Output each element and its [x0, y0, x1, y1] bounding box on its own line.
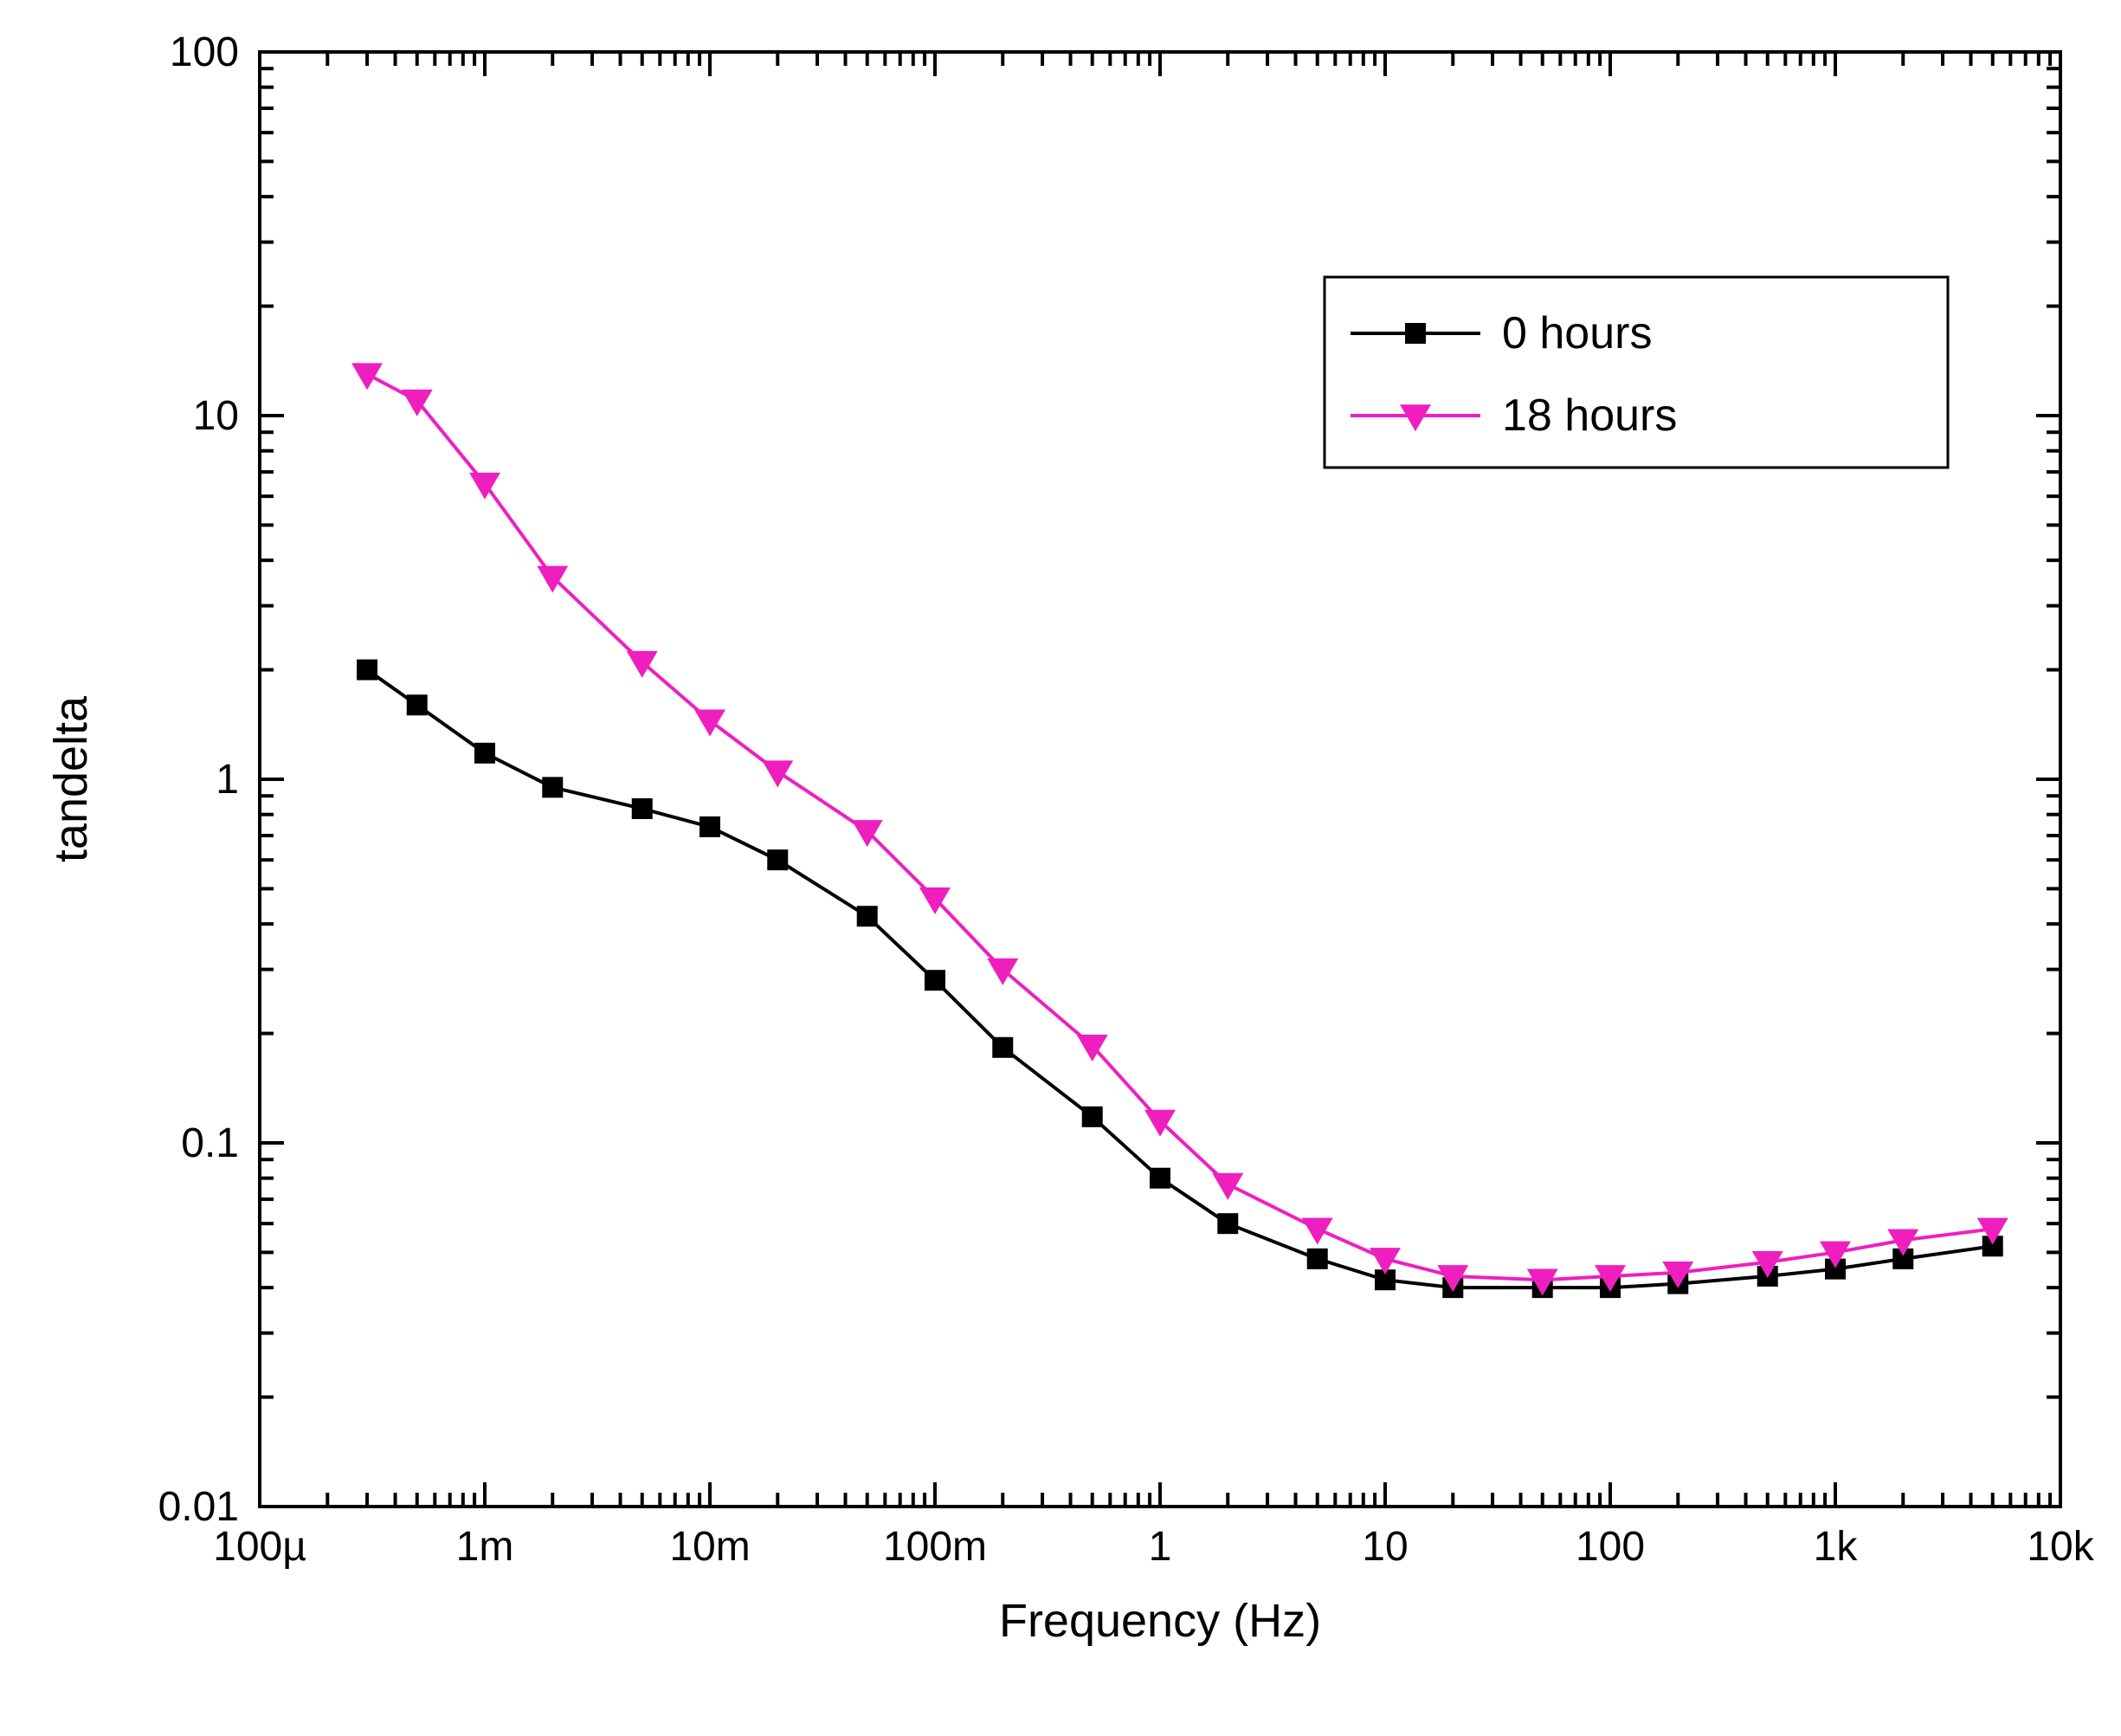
x-tick-label: 1k: [1814, 1524, 1859, 1570]
x-tick-label: 100µ: [213, 1524, 306, 1570]
x-tick-label: 10k: [2027, 1524, 2094, 1570]
x-tick-label: 100m: [883, 1524, 987, 1570]
y-axis-label: tandelta: [45, 695, 97, 862]
x-tick-label: 1: [1149, 1524, 1172, 1570]
x-axis-label: Frequency (Hz): [999, 1595, 1321, 1647]
legend: 0 hours 18 hours: [1325, 277, 1948, 468]
x-tick-label: 100: [1576, 1524, 1645, 1570]
legend-item-label: 0 hours: [1502, 308, 1652, 358]
y-tick-label: 0.1: [181, 1120, 239, 1166]
x-tick-label: 1m: [456, 1524, 514, 1570]
y-tick-label: 100: [170, 29, 239, 75]
tandelta-vs-frequency-chart: 100µ 1m 10m 100m 1 10 100 1k 10k 0.01 0.1 1 10 100 Fre…: [0, 0, 2121, 1736]
y-tick-label: 1: [216, 757, 239, 803]
y-tick-label: 0.01: [158, 1484, 239, 1530]
chart-svg: 100µ 1m 10m 100m 1 10 100 1k 10k 0.01 0.1 1 10 100 Fre…: [0, 0, 2121, 1736]
x-tick-label: 10m: [669, 1524, 750, 1570]
x-tick-label: 10: [1362, 1524, 1408, 1570]
legend-item-label: 18 hours: [1502, 390, 1677, 441]
y-tick-label: 10: [193, 393, 239, 439]
